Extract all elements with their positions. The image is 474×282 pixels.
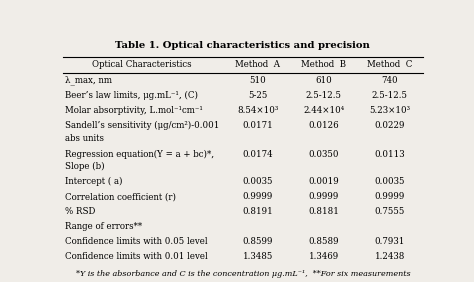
Text: Sandell’s sensitivity (μg/cm²)-0.001: Sandell’s sensitivity (μg/cm²)-0.001 [65,121,219,130]
Text: 1.2438: 1.2438 [374,252,405,261]
Text: Intercept ( a): Intercept ( a) [65,177,122,186]
Text: 0.9999: 0.9999 [242,192,273,201]
Text: 610: 610 [315,76,332,85]
Text: Range of errors**: Range of errors** [65,222,142,231]
Text: 0.0113: 0.0113 [374,149,405,158]
Text: 5.23×10³: 5.23×10³ [369,106,410,115]
Text: Beer’s law limits, μg.mL⁻¹, (C): Beer’s law limits, μg.mL⁻¹, (C) [65,91,198,100]
Text: *Y is the absorbance and C is the concentration μg.mL⁻¹,  **For six measurements: *Y is the absorbance and C is the concen… [76,270,410,278]
Text: 0.0035: 0.0035 [242,177,273,186]
Text: 510: 510 [249,76,266,85]
Text: Confidence limits with 0.05 level: Confidence limits with 0.05 level [65,237,208,246]
Text: 0.8589: 0.8589 [309,237,339,246]
Text: 0.0229: 0.0229 [374,121,405,130]
Text: 0.8191: 0.8191 [242,207,273,216]
Text: 0.0019: 0.0019 [309,177,339,186]
Text: 2.5-12.5: 2.5-12.5 [372,91,408,100]
Text: 0.9999: 0.9999 [309,192,339,201]
Text: Optical Characteristics: Optical Characteristics [92,60,191,69]
Text: 0.0126: 0.0126 [309,121,339,130]
Text: 0.7931: 0.7931 [374,237,405,246]
Text: Method  A: Method A [235,60,280,69]
Text: Confidence limits with 0.01 level: Confidence limits with 0.01 level [65,252,208,261]
Text: 2.44×10⁴: 2.44×10⁴ [303,106,344,115]
Text: Method  B: Method B [301,60,346,69]
Text: 1.3469: 1.3469 [309,252,339,261]
Text: 8.54×10³: 8.54×10³ [237,106,278,115]
Text: Table 1. Optical characteristics and precision: Table 1. Optical characteristics and pre… [116,41,370,50]
Text: % RSD: % RSD [65,207,95,216]
Text: λ_max, nm: λ_max, nm [65,76,112,85]
Text: 2.5-12.5: 2.5-12.5 [306,91,342,100]
Text: 0.0174: 0.0174 [242,149,273,158]
Text: 5-25: 5-25 [248,91,267,100]
Text: 0.8599: 0.8599 [242,237,273,246]
Text: Molar absorptivity, L.mol⁻¹cm⁻¹: Molar absorptivity, L.mol⁻¹cm⁻¹ [65,106,203,115]
Text: Method  C: Method C [367,60,412,69]
Text: 0.0171: 0.0171 [242,121,273,130]
Text: 1.3485: 1.3485 [242,252,273,261]
Text: 740: 740 [382,76,398,85]
Text: 0.7555: 0.7555 [374,207,405,216]
Text: 0.0035: 0.0035 [374,177,405,186]
Text: Slope (b): Slope (b) [65,162,104,171]
Text: Correlation coefficient (r): Correlation coefficient (r) [65,192,176,201]
Text: 0.8181: 0.8181 [308,207,339,216]
Text: 0.9999: 0.9999 [374,192,405,201]
Text: abs units: abs units [65,134,104,143]
Text: Regression equation(Y = a + bc)*,: Regression equation(Y = a + bc)*, [65,149,214,158]
Text: 0.0350: 0.0350 [309,149,339,158]
